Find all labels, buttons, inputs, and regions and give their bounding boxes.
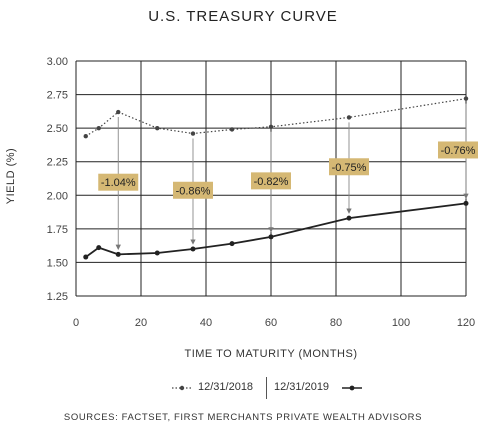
x-tick-label: 20 <box>135 317 147 329</box>
y-tick-label: 1.75 <box>47 224 68 236</box>
y-tick-label: 2.50 <box>47 123 68 135</box>
x-tick-label: 40 <box>200 317 212 329</box>
x-axis-label: TIME TO MATURITY (MONTHS) <box>184 348 357 360</box>
change-badge-label: -1.04% <box>101 177 136 189</box>
chart-title: U.S. TREASURY CURVE <box>148 8 338 25</box>
data-point <box>83 134 88 139</box>
y-tick-label: 2.75 <box>47 90 68 102</box>
data-point <box>268 234 274 240</box>
data-point <box>96 245 102 251</box>
series-line-1 <box>85 202 467 258</box>
x-tick-label: 120 <box>457 317 475 329</box>
legend-label-2019: 12/31/2019 <box>274 381 330 393</box>
x-tick-label: 60 <box>265 317 277 329</box>
change-annotations: -1.04% -0.86% -0.82% -0.75% -0.76% <box>98 141 478 199</box>
x-axis-ticks: 0 20 40 60 80 100 120 <box>73 317 475 329</box>
data-point <box>346 115 352 120</box>
data-point <box>115 251 121 257</box>
change-badge-label: -0.75% <box>332 162 367 174</box>
treasury-curve-chart: 1.25 1.50 1.75 2.00 2.25 2.50 2.75 3.00 0 20 40 60… <box>5 56 478 360</box>
y-axis-label: YIELD (%) <box>5 148 17 204</box>
legend-label-2018: 12/31/2018 <box>198 381 254 393</box>
series-line-0 <box>85 98 467 137</box>
x-tick-label: 0 <box>73 317 79 329</box>
y-tick-label: 2.25 <box>47 157 68 169</box>
change-badge <box>329 158 369 176</box>
legend-marker-2018 <box>172 385 192 391</box>
data-point <box>463 200 469 206</box>
change-badge <box>438 141 478 159</box>
y-tick-label: 2.00 <box>47 190 68 202</box>
data-point <box>346 215 352 221</box>
change-badge-label: -0.76% <box>441 145 476 157</box>
legend-separator <box>266 377 267 399</box>
change-badge <box>251 172 291 190</box>
data-point <box>155 125 160 131</box>
data-point <box>229 127 235 132</box>
legend-marker-2019 <box>342 385 362 391</box>
data-point <box>83 254 89 260</box>
series-lines <box>83 96 469 260</box>
data-point <box>190 131 196 136</box>
change-badge <box>173 181 213 199</box>
data-point <box>154 250 160 256</box>
source-note: SOURCES: FACTSET, FIRST MERCHANTS PRIVAT… <box>63 412 423 423</box>
data-point <box>268 124 274 129</box>
data-point <box>190 246 196 252</box>
y-axis-ticks: 1.25 1.50 1.75 2.00 2.25 2.50 2.75 3.00 <box>47 56 68 303</box>
y-tick-label: 1.50 <box>47 257 68 269</box>
change-badge <box>98 173 139 191</box>
change-badge-label: -0.86% <box>176 185 211 197</box>
data-point <box>463 96 469 101</box>
y-tick-label: 1.25 <box>47 291 68 303</box>
x-tick-label: 80 <box>330 317 342 329</box>
legend: 12/31/2018 12/31/2019 <box>0 377 486 399</box>
change-arrows <box>115 103 469 251</box>
y-tick-label: 3.00 <box>47 56 68 68</box>
data-point <box>229 241 235 247</box>
x-tick-label: 100 <box>392 317 410 329</box>
change-badge-label: -0.82% <box>254 176 289 188</box>
data-point <box>96 125 101 131</box>
data-point <box>116 109 121 115</box>
